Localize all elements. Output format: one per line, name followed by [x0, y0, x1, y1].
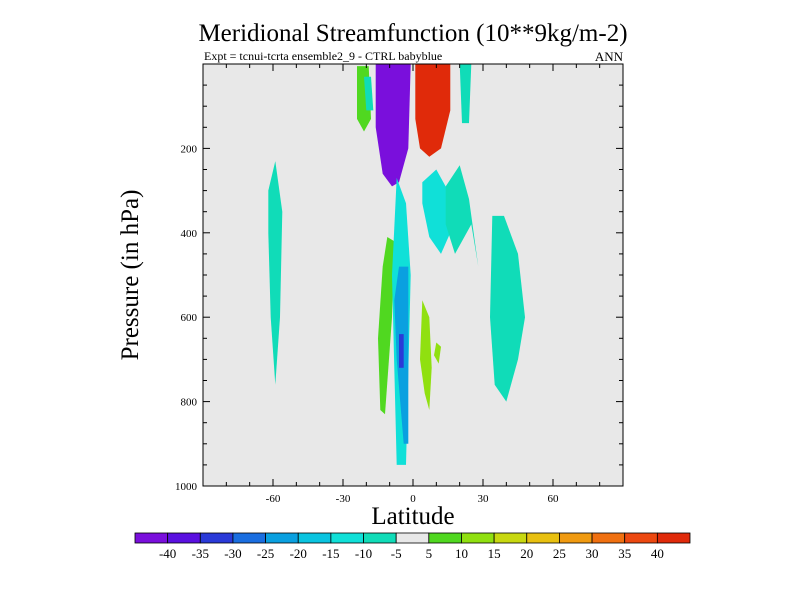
colorbar-swatch-5: [297, 532, 332, 544]
x-tick-label: 60: [548, 493, 560, 505]
contour-region-1: [415, 64, 451, 157]
colorbar-label: -15: [322, 546, 339, 561]
colorbar-label: 10: [455, 546, 468, 561]
colorbar-swatch-14: [591, 532, 626, 544]
colorbar-label: -10: [355, 546, 372, 561]
colorbar-label: -20: [290, 546, 307, 561]
chart-title: Meridional Streamfunction (10**9kg/m-2): [198, 20, 627, 47]
colorbar-swatch-1: [167, 532, 201, 544]
x-tick-label: -60: [266, 493, 281, 505]
contour-region-3: [364, 76, 374, 111]
colorbar-label: -30: [224, 546, 241, 561]
y-tick-label: 600: [181, 312, 198, 324]
colorbar-label: -40: [159, 546, 176, 561]
y-tick-label: 800: [181, 397, 198, 409]
colorbar-swatch-3: [232, 532, 266, 544]
plot-background: [203, 64, 623, 486]
contour-region-10: [422, 169, 451, 254]
contour-region-12: [420, 300, 432, 410]
y-axis-label: Pressure (in hPa): [117, 190, 144, 361]
colorbar-label: 15: [488, 546, 501, 561]
y-axis-ticks: 200 400 600 800 1000: [175, 84, 623, 493]
x-tick-label: 30: [478, 493, 490, 505]
colorbar-label: -35: [192, 546, 209, 561]
colorbar-swatch-9: [428, 532, 462, 544]
contour-region-13: [434, 342, 441, 364]
colorbar-label: -5: [391, 546, 402, 561]
x-tick-label: 0: [410, 493, 416, 505]
x-axis-label: Latitude: [371, 503, 454, 530]
colorbar-swatch-2: [199, 532, 234, 544]
colorbar-swatch-13: [559, 532, 593, 544]
chart-subtitle-left: Expt = tcnui-tcrta ensemble2_9 - CTRL ba…: [204, 49, 442, 63]
chart-subtitle-right: ANN: [595, 49, 624, 64]
colorbar-label: -25: [257, 546, 274, 561]
colorbar-swatch-8: [395, 532, 430, 544]
colorbar-swatch-12: [526, 532, 560, 544]
colorbar-swatch-11: [493, 532, 528, 544]
contour-region-6: [378, 237, 395, 415]
contour-region-5: [268, 161, 283, 385]
colorbar-label: 40: [651, 546, 664, 561]
plot-area: 200 400 600 800 1000 -60 -30 0 30 60: [175, 63, 624, 505]
x-tick-label: -30: [336, 493, 351, 505]
x-axis-ticks: -60 -30 0 30 60: [225, 64, 601, 505]
colorbar-swatch-10: [461, 532, 495, 544]
y-tick-label: 1000: [175, 481, 198, 493]
colorbar-swatch-15: [624, 532, 658, 544]
colorbar-swatch-6: [330, 532, 364, 544]
contour-region-4: [459, 64, 472, 124]
y-tick-label: 200: [181, 143, 198, 155]
contour-region-0: [375, 64, 411, 187]
colorbar-swatch-0: [134, 532, 169, 544]
colorbar-label: 5: [426, 546, 433, 561]
contour-region-11: [445, 165, 479, 267]
contour-region-9: [399, 334, 404, 368]
colorbar-swatch-7: [363, 532, 397, 544]
colorbar-label: 25: [553, 546, 566, 561]
y-tick-label: 400: [181, 228, 198, 240]
colorbar-label: 35: [618, 546, 631, 561]
contour-fills: [268, 64, 525, 465]
contour-region-14: [490, 215, 525, 402]
colorbar-swatch-16: [656, 532, 691, 544]
colorbar: -40 -35 -30 -25 -20 -15 -10 -5 5 10 15 20 25 30 35 40: [134, 532, 691, 561]
colorbar-label: 30: [586, 546, 599, 561]
colorbar-label: 20: [520, 546, 533, 561]
colorbar-swatch-4: [265, 532, 299, 544]
